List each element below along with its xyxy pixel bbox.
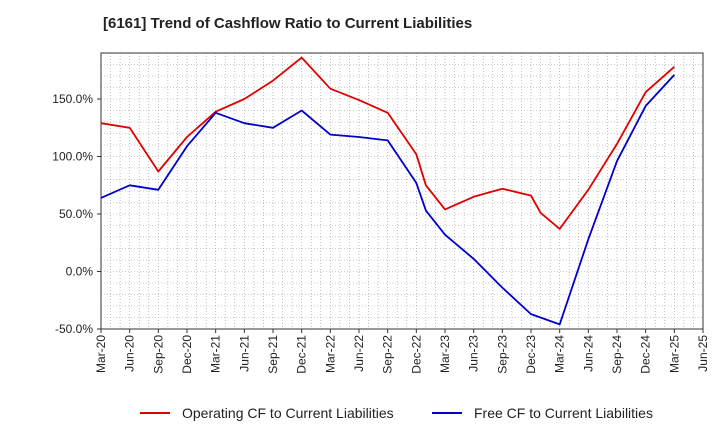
series-line-operating-cf bbox=[100, 56, 675, 230]
x-tick-label: Mar-25 bbox=[667, 335, 681, 373]
axes bbox=[97, 52, 704, 333]
x-tick-label: Mar-24 bbox=[553, 335, 567, 373]
x-tick-label: Jun-24 bbox=[581, 335, 595, 372]
legend-swatch-operating-cf bbox=[140, 412, 170, 414]
x-tick-labels: Mar-20 Jun-20 Sep-20 Dec-20 Mar-21 Jun-21 Sep-… bbox=[94, 335, 710, 374]
line-chart: -50.0% 0.0% 50.0% 100.0% 150.0% Mar-20 Jun-20… bbox=[52, 52, 710, 374]
x-tick-label: Dec-23 bbox=[524, 335, 538, 374]
y-tick-label: 50.0% bbox=[59, 207, 93, 221]
x-tick-label: Mar-22 bbox=[323, 335, 337, 373]
legend-label-free-cf: Free CF to Current Liabilities bbox=[474, 405, 653, 421]
y-tick-label: -50.0% bbox=[55, 322, 93, 336]
legend-item-operating-cf: Operating CF to Current Liabilities bbox=[140, 405, 394, 421]
x-tick-label: Jun-25 bbox=[696, 335, 710, 372]
x-tick-label: Jun-22 bbox=[352, 335, 366, 372]
x-tick-label: Mar-21 bbox=[209, 335, 223, 373]
x-tick-label: Sep-21 bbox=[266, 335, 280, 374]
legend-label-operating-cf: Operating CF to Current Liabilities bbox=[182, 405, 394, 421]
x-tick-label: Dec-24 bbox=[639, 335, 653, 374]
x-tick-label: Mar-23 bbox=[438, 335, 452, 373]
x-tick-label: Mar-20 bbox=[94, 335, 108, 373]
grid bbox=[100, 52, 704, 330]
x-tick-label: Dec-21 bbox=[295, 335, 309, 374]
x-tick-label: Jun-23 bbox=[467, 335, 481, 372]
plot-border bbox=[100, 52, 704, 330]
series-lines bbox=[100, 56, 675, 326]
y-tick-label: 100.0% bbox=[52, 150, 93, 164]
y-tick-label: 0.0% bbox=[66, 265, 94, 279]
legend-swatch-free-cf bbox=[432, 412, 462, 414]
chart-title: [6161] Trend of Cashflow Ratio to Curren… bbox=[103, 15, 473, 32]
x-tick-label: Jun-20 bbox=[123, 335, 137, 372]
x-tick-label: Sep-23 bbox=[495, 335, 509, 374]
x-tick-label: Dec-20 bbox=[180, 335, 194, 374]
series-line-free-cf bbox=[100, 74, 675, 326]
x-tick-label: Dec-22 bbox=[409, 335, 423, 374]
y-tick-label: 150.0% bbox=[52, 92, 93, 106]
x-tick-label: Sep-24 bbox=[610, 335, 624, 374]
legend-item-free-cf: Free CF to Current Liabilities bbox=[432, 405, 653, 421]
legend: Operating CF to Current Liabilities Free… bbox=[0, 405, 720, 425]
y-tick-labels: -50.0% 0.0% 50.0% 100.0% 150.0% bbox=[52, 92, 93, 336]
x-tick-label: Sep-20 bbox=[151, 335, 165, 374]
x-tick-label: Sep-22 bbox=[381, 335, 395, 374]
x-tick-label: Jun-21 bbox=[237, 335, 251, 372]
